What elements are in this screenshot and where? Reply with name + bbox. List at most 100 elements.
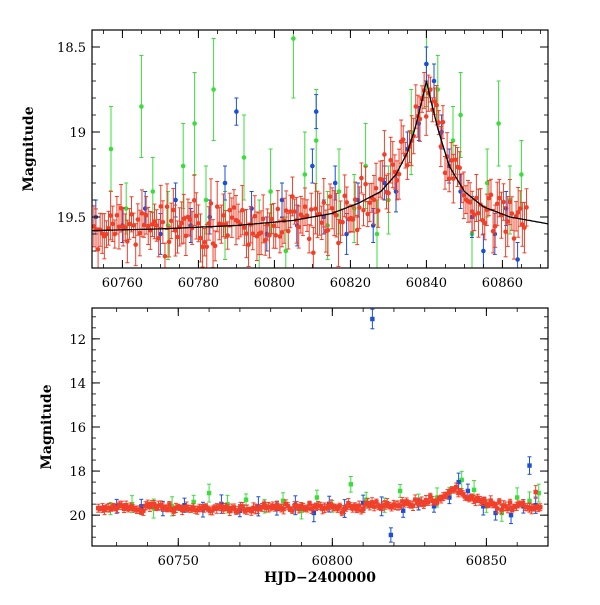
- data-point-red: [392, 154, 398, 190]
- data-point-red: [325, 204, 331, 257]
- data-point-red: [476, 188, 481, 238]
- data-point-red: [334, 192, 339, 238]
- data-point-red: [354, 214, 360, 246]
- data-point-red: [112, 219, 118, 249]
- data-point-red: [131, 212, 136, 239]
- data-point-red: [337, 502, 342, 510]
- data-point-red: [308, 192, 314, 227]
- data-point-green: [211, 38, 216, 141]
- data-point-red: [122, 213, 128, 242]
- data-point-red: [227, 192, 233, 228]
- data-point-red: [104, 220, 109, 249]
- data-point-red: [221, 193, 226, 238]
- data-point-blue: [388, 527, 394, 543]
- data-point-green: [203, 165, 209, 235]
- data-point-red: [118, 183, 124, 233]
- data-point-green: [243, 493, 249, 507]
- data-point-red: [505, 196, 511, 247]
- data-point-red: [394, 160, 400, 201]
- data-point-red: [302, 187, 308, 226]
- data-point-red: [453, 144, 458, 175]
- data-point-red: [152, 203, 157, 240]
- data-point-green: [139, 55, 144, 158]
- data-point-red: [167, 501, 172, 508]
- data-point-red: [494, 181, 500, 226]
- data-point-red: [242, 209, 247, 246]
- data-point-red: [410, 500, 416, 511]
- data-point-red: [239, 185, 245, 236]
- data-point-red: [166, 226, 172, 258]
- x-tick-label: 60800: [254, 276, 295, 291]
- y-tick-label: 19: [69, 126, 86, 141]
- data-point-red: [202, 228, 207, 257]
- data-point-red: [219, 204, 224, 244]
- bottom-x-axis-title: HJD−2400000: [264, 570, 376, 586]
- data-point-red: [260, 194, 266, 244]
- data-point-red: [106, 210, 111, 246]
- data-point-blue: [332, 165, 338, 201]
- bottom-axes: 60750 60800 60850 12 14 16 18 20: [69, 308, 549, 569]
- data-point-red: [507, 498, 513, 507]
- data-point-red: [461, 171, 467, 220]
- data-point-red: [179, 201, 184, 245]
- data-point-green: [291, 30, 296, 99]
- data-point-red: [457, 151, 462, 185]
- data-point-red: [494, 503, 500, 514]
- data-point-red: [497, 498, 502, 505]
- data-point-blue: [527, 456, 532, 475]
- data-point-red: [187, 202, 193, 237]
- data-point-red: [137, 209, 143, 257]
- data-point-green: [180, 123, 186, 209]
- data-point-red: [342, 174, 348, 218]
- data-point-red: [311, 227, 316, 268]
- data-point-blue: [279, 182, 285, 218]
- data-point-red: [235, 203, 241, 240]
- x-tick-label: 60820: [330, 276, 371, 291]
- data-point-red: [515, 186, 521, 238]
- top-panel: 60760 60780 60800 60820 60840 60860 18.5 19 19.5…: [21, 29, 549, 291]
- bottom-panel: 60750 60800 60850 12 14 16 18 20 Magnitude HJD−…: [39, 307, 549, 586]
- data-point-red: [386, 173, 391, 213]
- data-point-red: [110, 205, 116, 243]
- data-point-red: [285, 212, 291, 250]
- data-point-red: [499, 191, 504, 239]
- data-point-red: [497, 178, 502, 218]
- data-point-red: [488, 178, 494, 211]
- data-point-blue: [431, 63, 437, 99]
- data-point-red: [229, 197, 235, 238]
- data-point-red: [196, 204, 201, 243]
- data-point-red: [250, 217, 256, 251]
- data-point-red: [198, 213, 203, 263]
- top-axes: 60760 60780 60800 60820 60840 60860 18.5 19 19.5: [57, 29, 548, 291]
- data-point-red: [327, 183, 333, 210]
- data-point-red: [384, 174, 389, 210]
- x-tick-label: 60760: [102, 276, 143, 291]
- data-point-green: [206, 483, 212, 503]
- top-data-layer: [92, 30, 548, 268]
- data-point-green: [458, 72, 463, 158]
- data-point-red: [306, 224, 312, 254]
- data-point-red: [423, 97, 429, 136]
- data-point-red: [307, 500, 312, 507]
- data-point-red: [164, 183, 170, 231]
- data-point-red: [290, 176, 295, 217]
- data-point-red: [467, 182, 473, 223]
- data-point-red: [145, 206, 151, 246]
- data-point-green: [397, 483, 403, 498]
- bottom-data-layer: [95, 308, 543, 543]
- data-point-red: [533, 485, 538, 499]
- data-point-red: [396, 148, 402, 200]
- data-point-red: [388, 136, 393, 184]
- data-point-red: [344, 186, 350, 219]
- data-point-red: [538, 503, 543, 512]
- data-point-red: [290, 507, 295, 514]
- x-tick-label: 60800: [312, 554, 353, 569]
- data-point-red: [212, 230, 218, 262]
- data-point-green: [459, 470, 464, 489]
- data-point-red: [269, 203, 274, 235]
- data-point-blue: [515, 242, 520, 268]
- data-point-red: [509, 196, 515, 231]
- data-point-green: [348, 475, 354, 493]
